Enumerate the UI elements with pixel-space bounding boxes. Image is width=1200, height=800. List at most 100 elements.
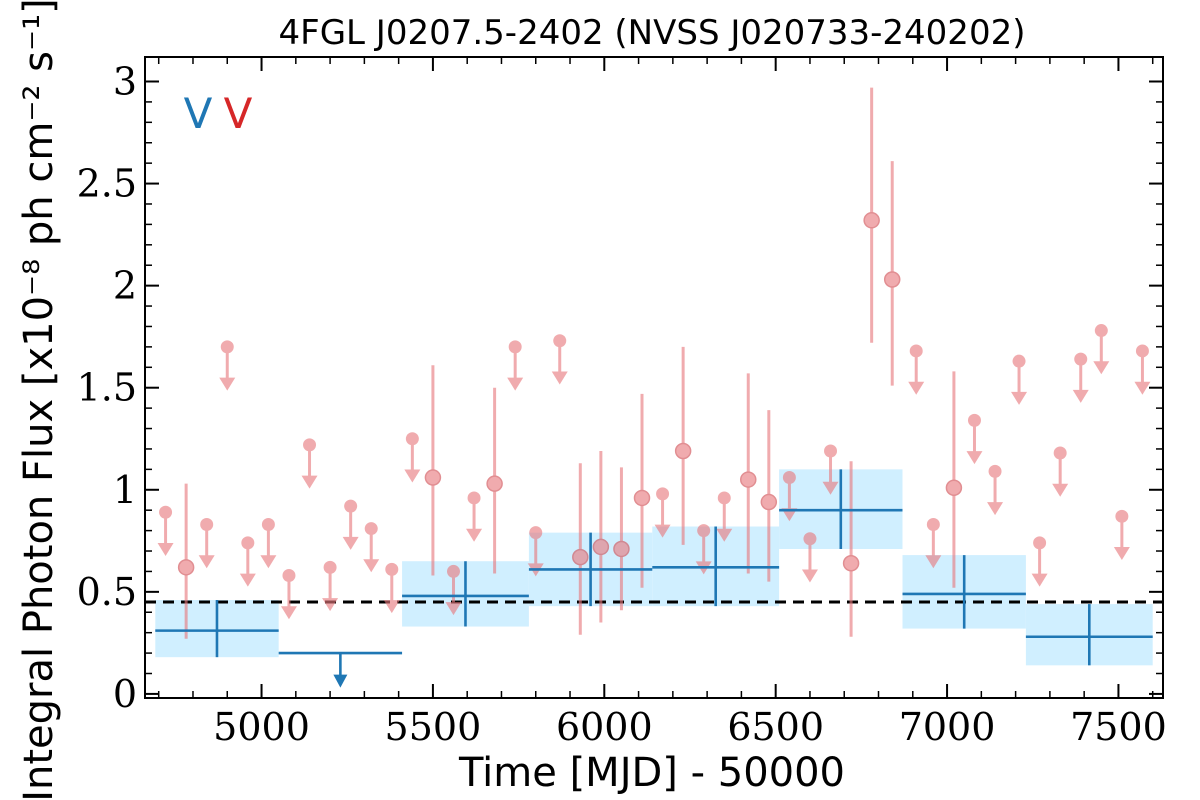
short-bin-marker bbox=[633, 489, 651, 507]
short-bin-marker bbox=[842, 555, 860, 572]
x-tick-label: 5500 bbox=[385, 705, 482, 749]
short-bin-upper-limit bbox=[280, 569, 297, 620]
short-bin-upper-limit bbox=[1072, 352, 1089, 403]
short-bin-arrow-head bbox=[908, 381, 925, 395]
short-bin-marker bbox=[446, 564, 460, 578]
short-bin-upper-limit bbox=[363, 522, 380, 573]
long-bin-points bbox=[155, 469, 1153, 688]
short-bin-arrow-head bbox=[404, 469, 421, 483]
short-bin-marker bbox=[1115, 509, 1129, 523]
short-bin-arrow-head bbox=[781, 508, 798, 522]
y-tick-label: 2 bbox=[113, 264, 137, 308]
short-bin-upper-limit bbox=[1113, 509, 1130, 561]
short-bin-arrow-head bbox=[1093, 361, 1110, 375]
short-bin-marker bbox=[674, 442, 692, 460]
short-bin-arrow-head bbox=[1113, 547, 1130, 561]
short-bin-marker bbox=[1074, 352, 1088, 366]
short-bin-arrow-head bbox=[363, 559, 380, 573]
short-bin-marker bbox=[486, 475, 503, 492]
chart-title: 4FGL J0207.5-2402 (NVSS J020733-240202) bbox=[279, 13, 1026, 53]
short-bin-upper-limit bbox=[822, 444, 839, 495]
short-bin-arrow-head bbox=[301, 475, 318, 489]
short-bin-arrow-head bbox=[925, 555, 942, 569]
variability-flag-long: V bbox=[184, 89, 213, 138]
short-bin-marker bbox=[424, 469, 442, 486]
short-bin-arrow-head bbox=[1052, 483, 1069, 497]
short-bin-marker bbox=[282, 569, 296, 583]
short-bin-point bbox=[760, 410, 778, 582]
axes: 5000 5500 6000 6500 7000 7500 0 0.5 1 1.5 2 2.5 3 bbox=[77, 56, 1167, 749]
short-bin-marker bbox=[967, 413, 981, 427]
short-bin-upper-limit bbox=[1011, 354, 1028, 405]
short-bin-marker bbox=[385, 562, 399, 576]
short-bin-marker bbox=[782, 471, 796, 485]
short-bin-upper-limit bbox=[925, 517, 942, 569]
y-tick-label: 0.5 bbox=[77, 570, 137, 614]
short-bin-marker bbox=[261, 517, 275, 531]
short-bin-arrow-head bbox=[1134, 381, 1151, 395]
short-bin-arrow-head bbox=[822, 481, 839, 495]
short-bin-arrow-head bbox=[987, 502, 1004, 516]
long-bin-arrow-head bbox=[333, 674, 348, 688]
short-bin-upper-limit bbox=[987, 464, 1004, 516]
long-bin-point bbox=[1025, 604, 1153, 666]
short-bin-marker bbox=[1094, 324, 1108, 338]
short-bin-points bbox=[157, 87, 1151, 639]
short-bin-upper-limit bbox=[801, 532, 818, 583]
short-bin-upper-limit bbox=[466, 491, 483, 542]
short-bin-marker bbox=[613, 540, 630, 558]
short-bin-point bbox=[945, 371, 963, 588]
short-bin-marker bbox=[1033, 536, 1047, 550]
short-bin-point bbox=[883, 161, 901, 386]
short-bin-point bbox=[842, 461, 860, 637]
short-bin-marker bbox=[824, 444, 838, 458]
short-bin-marker bbox=[1135, 344, 1149, 358]
short-bin-marker bbox=[909, 344, 923, 358]
short-bin-arrow-head bbox=[198, 555, 215, 569]
short-bin-point bbox=[613, 467, 630, 611]
short-bin-arrow-head bbox=[239, 573, 256, 587]
short-bin-marker bbox=[1012, 354, 1026, 368]
short-bin-marker bbox=[508, 340, 522, 354]
short-bin-marker bbox=[883, 271, 901, 288]
short-bin-arrow-head bbox=[280, 606, 297, 620]
short-bin-marker bbox=[529, 526, 543, 540]
short-bin-arrow-head bbox=[322, 598, 339, 612]
short-bin-arrow-head bbox=[445, 602, 462, 616]
short-bin-upper-limit bbox=[1052, 446, 1069, 497]
y-tick-label: 1 bbox=[113, 468, 137, 512]
short-bin-arrow-head bbox=[260, 555, 277, 569]
short-bin-upper-limit bbox=[908, 344, 925, 395]
short-bin-upper-limit bbox=[301, 438, 318, 489]
short-bin-point bbox=[863, 87, 880, 343]
short-bin-upper-limit bbox=[342, 499, 359, 550]
x-tick-label: 6500 bbox=[727, 705, 824, 749]
short-bin-marker bbox=[177, 559, 195, 576]
short-bin-marker bbox=[159, 505, 173, 519]
short-bin-upper-limit bbox=[1134, 344, 1151, 395]
short-bin-marker bbox=[945, 479, 963, 496]
short-bin-marker bbox=[592, 538, 610, 556]
x-tick-label: 6000 bbox=[556, 705, 653, 749]
x-tick-label: 5000 bbox=[213, 705, 310, 749]
short-bin-arrow-head bbox=[383, 600, 400, 614]
short-bin-marker bbox=[740, 471, 757, 488]
short-bin-marker bbox=[467, 491, 481, 505]
short-bin-marker bbox=[344, 499, 358, 513]
long-bin-point bbox=[902, 555, 1026, 629]
x-axis-label: Time [MJD] - 50000 bbox=[458, 750, 845, 796]
short-bin-upper-limit bbox=[716, 491, 733, 542]
short-bin-marker bbox=[241, 536, 255, 550]
y-tick-label: 2.5 bbox=[77, 162, 137, 206]
short-bin-point bbox=[633, 393, 651, 588]
short-bin-upper-limit bbox=[219, 340, 236, 391]
short-bin-upper-limit bbox=[966, 413, 983, 465]
long-bin-point bbox=[402, 561, 529, 627]
short-bin-marker bbox=[200, 517, 214, 531]
short-bin-arrow-head bbox=[551, 371, 568, 385]
short-bin-arrow-head bbox=[342, 536, 359, 550]
long-bin-point bbox=[155, 600, 279, 658]
y-tick-label: 3 bbox=[113, 59, 137, 103]
short-bin-upper-limit bbox=[1031, 536, 1048, 587]
long-bin-point bbox=[779, 469, 903, 549]
